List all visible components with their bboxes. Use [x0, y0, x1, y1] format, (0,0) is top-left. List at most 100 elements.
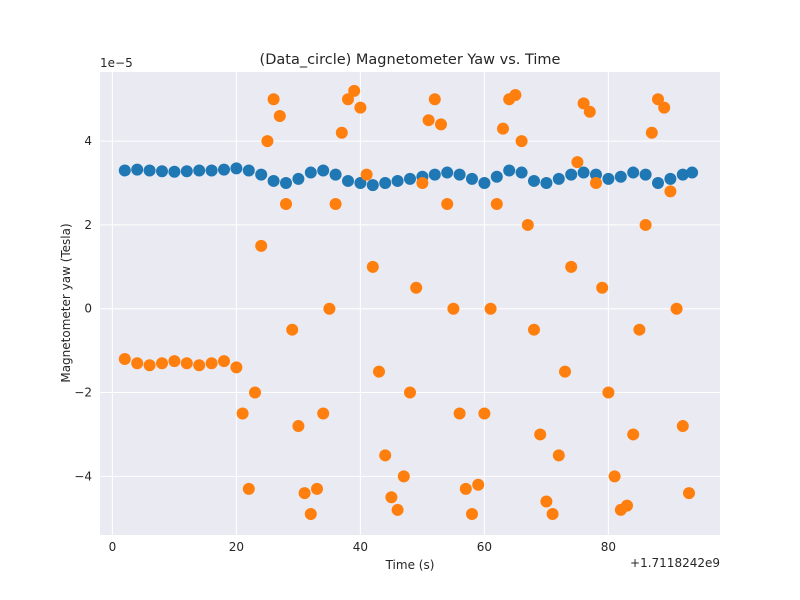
data-point — [590, 177, 602, 190]
data-point — [404, 386, 416, 399]
data-point — [118, 353, 131, 366]
chart-title: (Data_circle) Magnetometer Yaw vs. Time — [260, 52, 561, 68]
data-point — [565, 168, 578, 181]
data-point — [670, 302, 683, 315]
plot-area — [100, 72, 720, 535]
data-point — [540, 177, 553, 190]
data-point — [503, 164, 516, 177]
data-point — [311, 482, 323, 495]
data-point — [366, 179, 379, 192]
data-point — [540, 495, 553, 508]
data-point — [683, 487, 695, 500]
data-point — [534, 428, 547, 441]
data-point — [614, 170, 627, 183]
data-point — [304, 166, 317, 179]
data-point — [329, 168, 342, 181]
data-point — [515, 166, 528, 179]
data-point — [686, 166, 699, 179]
data-point — [571, 156, 584, 169]
x-tick-label: 40 — [353, 540, 368, 554]
data-point — [131, 163, 144, 176]
data-point — [255, 239, 268, 252]
data-point — [236, 407, 249, 420]
x-tick-label: 60 — [477, 540, 492, 554]
data-point — [156, 165, 168, 178]
data-point — [379, 177, 392, 190]
data-point — [143, 164, 156, 177]
data-point — [292, 172, 305, 185]
y-tick-label: −4 — [74, 469, 92, 483]
data-point — [131, 357, 144, 370]
data-point — [168, 355, 181, 368]
data-point — [342, 174, 354, 187]
data-point — [633, 323, 646, 336]
data-point — [416, 177, 429, 190]
data-point — [242, 164, 255, 177]
data-point — [590, 168, 602, 181]
data-point — [602, 386, 615, 399]
data-point — [404, 172, 416, 185]
data-point — [410, 281, 423, 294]
data-point — [267, 93, 280, 106]
data-point — [118, 164, 131, 177]
data-point — [342, 93, 354, 106]
data-point — [652, 177, 664, 190]
data-point — [205, 164, 218, 177]
data-point — [391, 503, 404, 516]
data-point — [664, 185, 677, 198]
data-point — [676, 420, 689, 433]
data-point — [143, 359, 156, 372]
data-point — [180, 165, 193, 178]
data-point — [280, 177, 292, 190]
y-tick-label: −2 — [74, 386, 92, 400]
data-point — [466, 172, 478, 185]
data-point — [329, 197, 342, 210]
data-point — [621, 499, 633, 512]
data-point — [360, 168, 373, 181]
data-point — [472, 478, 485, 491]
data-point — [304, 508, 317, 521]
data-point — [286, 323, 299, 336]
data-point — [255, 168, 268, 181]
data-point — [280, 197, 292, 210]
data-point — [583, 105, 596, 118]
data-point — [249, 386, 261, 399]
data-point — [447, 302, 460, 315]
data-point — [205, 357, 218, 370]
data-point — [435, 118, 447, 131]
data-point — [596, 281, 609, 294]
data-point — [627, 428, 640, 441]
data-point — [639, 218, 652, 231]
data-point — [292, 420, 305, 433]
data-point — [317, 407, 330, 420]
data-point — [428, 93, 441, 106]
y-tick-label: 0 — [84, 302, 92, 316]
series-2 — [118, 84, 695, 521]
data-point — [546, 508, 559, 521]
grid-lines — [100, 72, 720, 535]
data-point — [521, 218, 534, 231]
x-tick-label: 20 — [229, 540, 244, 554]
data-point — [577, 97, 590, 110]
data-point — [168, 165, 181, 178]
x-offset-label: +1.7118242e9 — [630, 556, 720, 570]
y-axis-label: Magnetometer yaw (Tesla) — [59, 223, 73, 382]
data-point — [490, 170, 503, 183]
x-tick-label: 80 — [601, 540, 616, 554]
data-point — [565, 260, 578, 273]
data-point — [422, 114, 435, 127]
data-point — [559, 365, 571, 378]
data-point — [193, 164, 206, 177]
x-axis-label: Time (s) — [385, 558, 435, 572]
tick-labels: 0 20 40 60 80 −4 −2 0 2 4 — [74, 134, 616, 554]
data-point — [441, 166, 454, 179]
data-point — [354, 177, 367, 190]
data-point — [478, 407, 491, 420]
data-point — [490, 197, 503, 210]
y-scale-label: 1e−5 — [100, 56, 133, 70]
data-series — [118, 84, 699, 521]
data-point — [385, 491, 398, 504]
data-point — [273, 110, 286, 122]
data-point — [528, 174, 540, 187]
data-point — [528, 323, 540, 336]
